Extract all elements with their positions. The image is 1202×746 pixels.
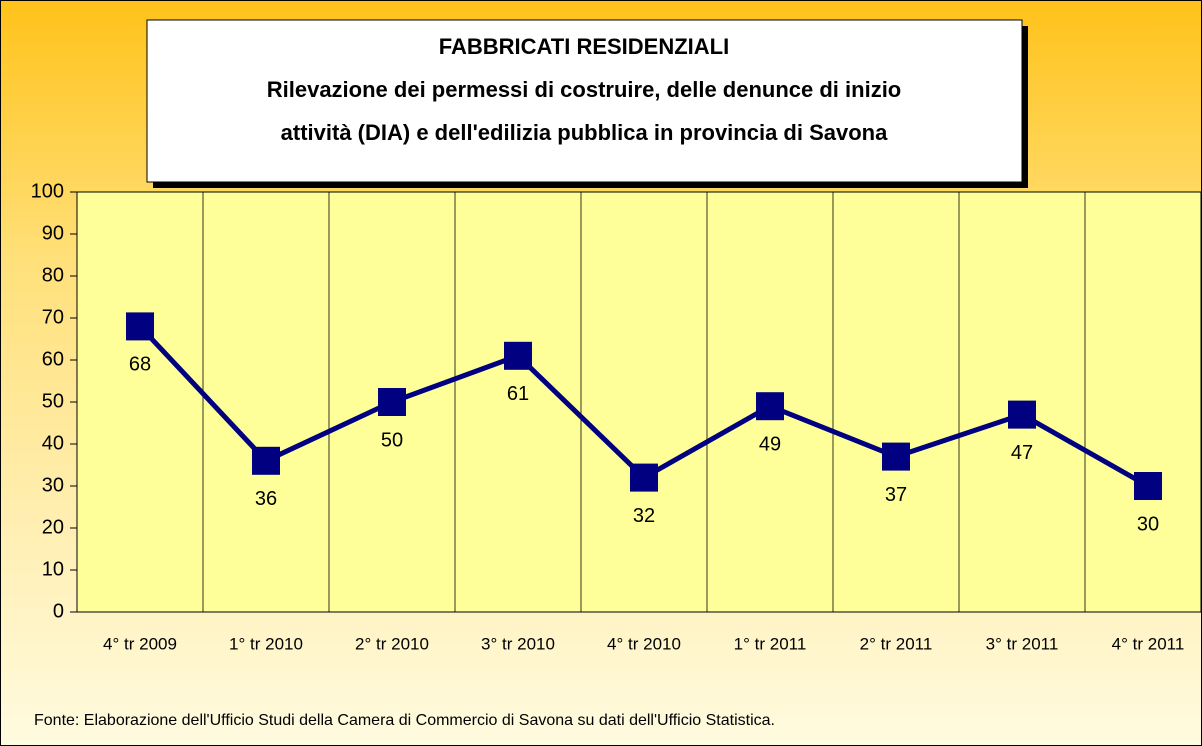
marker bbox=[252, 446, 280, 475]
data-label: 50 bbox=[381, 429, 403, 451]
x-tick-label: 1° tr 2011 bbox=[734, 634, 807, 653]
title-box bbox=[146, 19, 1023, 183]
data-label: 36 bbox=[255, 488, 277, 510]
x-tick-label: 3° tr 2011 bbox=[986, 634, 1059, 653]
marker bbox=[1008, 400, 1036, 429]
data-label: 30 bbox=[1137, 513, 1159, 535]
x-tick-label: 2° tr 2010 bbox=[355, 634, 429, 653]
data-label: 32 bbox=[633, 505, 655, 527]
x-tick-label: 3° tr 2010 bbox=[481, 634, 555, 653]
y-tick-label: 20 bbox=[42, 516, 64, 538]
marker bbox=[630, 463, 658, 492]
y-tick-label: 60 bbox=[42, 348, 64, 370]
marker bbox=[378, 388, 406, 416]
y-tick-label: 50 bbox=[42, 390, 64, 412]
marker bbox=[504, 341, 532, 370]
y-tick-label: 30 bbox=[42, 474, 64, 496]
y-tick-label: 40 bbox=[42, 432, 64, 454]
y-tick-label: 90 bbox=[42, 222, 64, 244]
chart-subtitle: Rilevazione dei permessi di costruire, d… bbox=[267, 77, 902, 102]
data-label: 49 bbox=[759, 433, 781, 455]
marker bbox=[882, 442, 910, 471]
data-label: 61 bbox=[507, 383, 529, 405]
source-note: Fonte: Elaborazione dell'Ufficio Studi d… bbox=[34, 712, 775, 729]
data-label: 37 bbox=[885, 484, 907, 506]
data-label: 68 bbox=[129, 354, 151, 376]
x-tick-label: 4° tr 2011 bbox=[1112, 634, 1185, 653]
y-tick-label: 10 bbox=[42, 558, 64, 580]
x-tick-label: 1° tr 2010 bbox=[229, 634, 303, 653]
chart-title: FABBRICATI RESIDENZIALI bbox=[439, 34, 729, 59]
marker bbox=[126, 312, 154, 341]
x-tick-label: 2° tr 2011 bbox=[860, 634, 933, 653]
data-label: 47 bbox=[1011, 442, 1033, 464]
y-tick-label: 100 bbox=[31, 180, 64, 202]
x-tick-label: 4° tr 2009 bbox=[103, 634, 177, 653]
chart-subtitle: attività (DIA) e dell'edilizia pubblica … bbox=[281, 120, 888, 145]
marker bbox=[1134, 472, 1162, 500]
y-tick-label: 80 bbox=[42, 264, 64, 286]
marker bbox=[756, 392, 784, 421]
y-tick-label: 70 bbox=[42, 306, 64, 328]
x-tick-label: 4° tr 2010 bbox=[607, 634, 681, 653]
y-tick-label: 0 bbox=[53, 600, 64, 622]
